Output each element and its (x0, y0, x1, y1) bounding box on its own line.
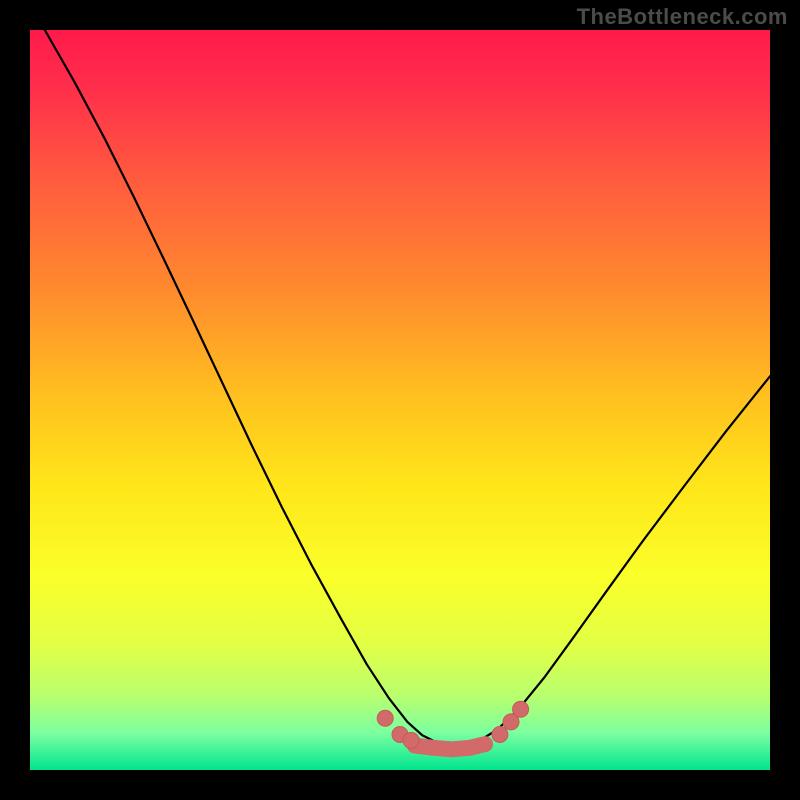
gradient-background (30, 30, 770, 770)
chart-svg (30, 30, 770, 770)
marker-left-0 (377, 710, 393, 726)
marker-right-0 (492, 727, 508, 743)
watermark-text: TheBottleneck.com (577, 4, 788, 30)
chart-frame: TheBottleneck.com (0, 0, 800, 800)
marker-right-2 (513, 701, 529, 717)
plot-area (30, 30, 770, 770)
sweet-spot-band (415, 744, 485, 749)
marker-left-2 (403, 732, 419, 748)
